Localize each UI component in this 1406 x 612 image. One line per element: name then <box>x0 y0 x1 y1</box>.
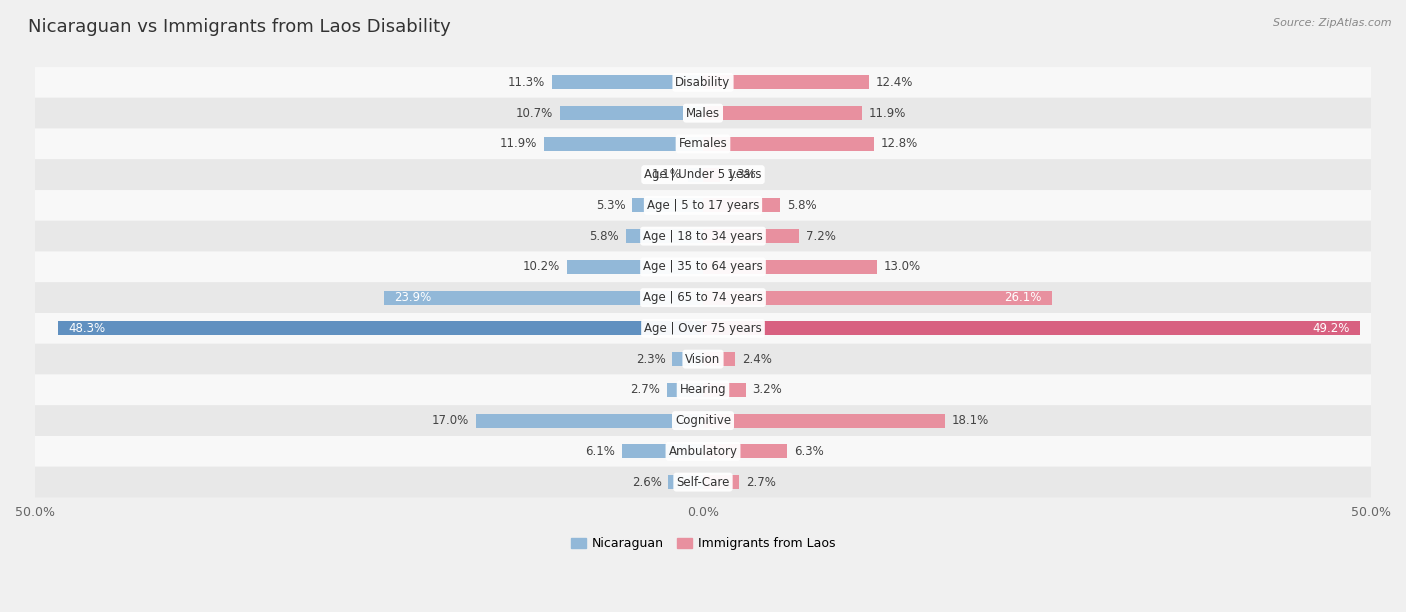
Text: Age | Over 75 years: Age | Over 75 years <box>644 322 762 335</box>
FancyBboxPatch shape <box>35 221 1371 252</box>
FancyBboxPatch shape <box>35 375 1371 405</box>
Bar <box>689 168 703 182</box>
Text: 11.9%: 11.9% <box>501 138 537 151</box>
Text: Age | 35 to 64 years: Age | 35 to 64 years <box>643 260 763 274</box>
FancyBboxPatch shape <box>35 190 1371 221</box>
Bar <box>58 321 703 335</box>
Text: Ambulatory: Ambulatory <box>668 445 738 458</box>
FancyBboxPatch shape <box>35 467 1371 498</box>
Text: 5.8%: 5.8% <box>589 230 619 242</box>
Bar <box>703 168 720 182</box>
Text: 49.2%: 49.2% <box>1312 322 1350 335</box>
Text: Females: Females <box>679 138 727 151</box>
Text: 6.3%: 6.3% <box>794 445 824 458</box>
Text: Vision: Vision <box>685 353 721 365</box>
Text: Nicaraguan vs Immigrants from Laos Disability: Nicaraguan vs Immigrants from Laos Disab… <box>28 18 451 36</box>
FancyBboxPatch shape <box>35 436 1371 467</box>
Text: 12.4%: 12.4% <box>876 76 912 89</box>
Text: Cognitive: Cognitive <box>675 414 731 427</box>
Text: 6.1%: 6.1% <box>585 445 614 458</box>
Bar <box>475 414 703 428</box>
Text: Males: Males <box>686 106 720 120</box>
Bar <box>703 260 877 274</box>
Bar <box>633 198 703 212</box>
Text: 3.2%: 3.2% <box>752 383 782 397</box>
Bar <box>703 383 745 397</box>
Text: Age | 65 to 74 years: Age | 65 to 74 years <box>643 291 763 304</box>
Text: 2.6%: 2.6% <box>631 476 662 488</box>
Text: Disability: Disability <box>675 76 731 89</box>
Text: 10.7%: 10.7% <box>516 106 554 120</box>
Bar <box>703 198 780 212</box>
Text: 13.0%: 13.0% <box>883 260 921 274</box>
Bar <box>703 291 1052 305</box>
FancyBboxPatch shape <box>35 129 1371 159</box>
FancyBboxPatch shape <box>35 252 1371 282</box>
Text: Hearing: Hearing <box>679 383 727 397</box>
Bar <box>626 230 703 243</box>
Text: 12.8%: 12.8% <box>880 138 918 151</box>
Bar <box>384 291 703 305</box>
Text: 1.1%: 1.1% <box>652 168 682 181</box>
FancyBboxPatch shape <box>35 282 1371 313</box>
Text: 11.3%: 11.3% <box>508 76 546 89</box>
Bar <box>703 137 875 151</box>
Text: 23.9%: 23.9% <box>395 291 432 304</box>
Bar <box>703 75 869 89</box>
Text: 11.9%: 11.9% <box>869 106 905 120</box>
FancyBboxPatch shape <box>35 98 1371 129</box>
Bar <box>560 106 703 120</box>
Text: 7.2%: 7.2% <box>806 230 835 242</box>
Text: 17.0%: 17.0% <box>432 414 470 427</box>
Bar <box>703 321 1361 335</box>
Text: 2.7%: 2.7% <box>630 383 661 397</box>
FancyBboxPatch shape <box>35 344 1371 375</box>
Text: Age | 5 to 17 years: Age | 5 to 17 years <box>647 199 759 212</box>
Text: 2.7%: 2.7% <box>745 476 776 488</box>
Text: 10.2%: 10.2% <box>523 260 560 274</box>
Text: 5.3%: 5.3% <box>596 199 626 212</box>
Text: 5.8%: 5.8% <box>787 199 817 212</box>
Bar <box>567 260 703 274</box>
Bar <box>672 352 703 366</box>
Text: 1.3%: 1.3% <box>727 168 756 181</box>
Text: 26.1%: 26.1% <box>1004 291 1040 304</box>
FancyBboxPatch shape <box>35 313 1371 344</box>
Text: Self-Care: Self-Care <box>676 476 730 488</box>
Text: 18.1%: 18.1% <box>952 414 988 427</box>
Bar <box>703 444 787 458</box>
Bar <box>666 383 703 397</box>
Legend: Nicaraguan, Immigrants from Laos: Nicaraguan, Immigrants from Laos <box>565 532 841 556</box>
Bar <box>668 475 703 489</box>
Bar <box>621 444 703 458</box>
Text: Age | Under 5 years: Age | Under 5 years <box>644 168 762 181</box>
FancyBboxPatch shape <box>35 159 1371 190</box>
Bar <box>703 230 799 243</box>
Text: Source: ZipAtlas.com: Source: ZipAtlas.com <box>1274 18 1392 28</box>
Text: Age | 18 to 34 years: Age | 18 to 34 years <box>643 230 763 242</box>
Bar <box>703 475 740 489</box>
FancyBboxPatch shape <box>35 67 1371 98</box>
Bar <box>553 75 703 89</box>
Text: 48.3%: 48.3% <box>69 322 105 335</box>
FancyBboxPatch shape <box>35 405 1371 436</box>
Bar <box>703 352 735 366</box>
Bar <box>703 106 862 120</box>
Bar <box>544 137 703 151</box>
Text: 2.4%: 2.4% <box>742 353 772 365</box>
Bar <box>703 414 945 428</box>
Text: 2.3%: 2.3% <box>636 353 665 365</box>
